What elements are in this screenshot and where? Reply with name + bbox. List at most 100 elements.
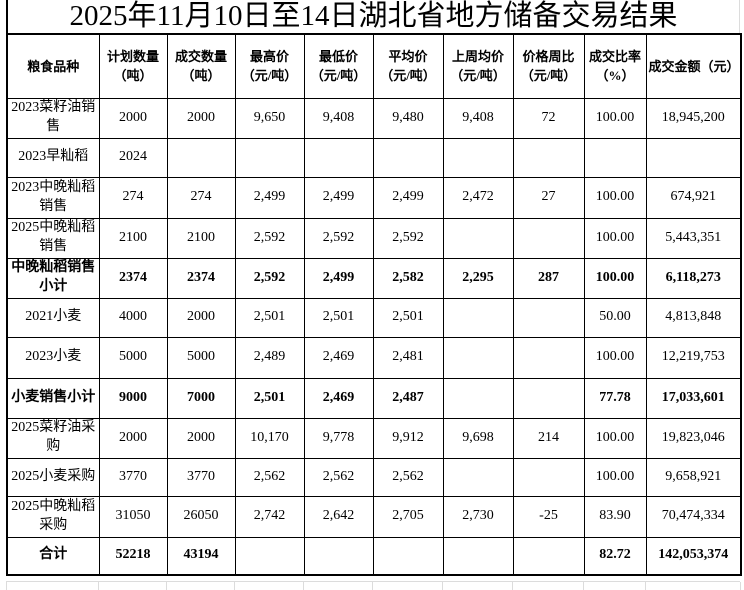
grain-name-cell: 2025菜籽油采 购 <box>6 417 100 459</box>
value-cell <box>442 536 514 576</box>
header-cell: 成交比率 （%） <box>583 33 647 99</box>
value-cell: 274 <box>166 176 236 219</box>
value-cell <box>442 137 514 178</box>
value-cell <box>512 297 585 338</box>
value-cell: 5,443,351 <box>645 217 742 259</box>
value-cell: 3770 <box>98 457 168 497</box>
value-cell: 3770 <box>166 457 236 497</box>
value-cell: 77.78 <box>583 377 647 419</box>
table-row: 2021小麦 4000 2000 2,501 2,501 2,501 50.00 4,813,… <box>6 297 742 338</box>
value-cell: 4,813,848 <box>645 297 742 338</box>
value-cell: 274 <box>98 176 168 219</box>
value-cell: 26050 <box>166 495 236 538</box>
value-cell <box>583 137 647 178</box>
value-cell: 100.00 <box>583 257 647 299</box>
value-cell: -25 <box>512 495 585 538</box>
header-cell: 上周均价 （元/吨） <box>442 33 514 99</box>
value-cell: 2,501 <box>372 297 444 338</box>
header-cell: 计划数量 （吨） <box>98 33 168 99</box>
value-cell: 50.00 <box>583 297 647 338</box>
grain-name-cell: 小麦销售小计 <box>6 377 100 419</box>
value-cell <box>303 137 374 178</box>
grain-name-cell: 2023早籼稻 <box>6 137 100 178</box>
value-cell: 2,501 <box>234 377 305 419</box>
value-cell: 2,501 <box>303 297 374 338</box>
value-cell: 9,408 <box>442 97 514 139</box>
value-cell: 2,295 <box>442 257 514 299</box>
empty-grid-row <box>6 576 741 590</box>
value-cell <box>442 217 514 259</box>
grain-name-cell: 2023菜籽油销 售 <box>6 97 100 139</box>
value-cell: 100.00 <box>583 417 647 459</box>
value-cell: 2,481 <box>372 336 444 379</box>
page-title: 2025年11月10日至14日湖北省地方储备交易结果 <box>6 0 740 33</box>
grain-name-cell: 中晚籼稻销售 小计 <box>6 257 100 299</box>
value-cell: 9,408 <box>303 97 374 139</box>
header-cell: 成交数量 （吨） <box>166 33 236 99</box>
value-cell: 9,778 <box>303 417 374 459</box>
value-cell: 2,592 <box>234 217 305 259</box>
value-cell: 2,592 <box>303 217 374 259</box>
table-row: 2025菜籽油采 购 2000 2000 10,170 9,778 9,912 9,698 2… <box>6 417 742 459</box>
value-cell <box>442 336 514 379</box>
table-row: 2025中晚籼稻 采购 31050 26050 2,742 2,642 2,705 2,73… <box>6 495 742 538</box>
grain-name-cell: 2023中晚籼稻 销售 <box>6 176 100 219</box>
value-cell: 2000 <box>166 297 236 338</box>
value-cell: 70,474,334 <box>645 495 742 538</box>
value-cell: 9000 <box>98 377 168 419</box>
value-cell: 4000 <box>98 297 168 338</box>
faint-gridlines <box>6 581 741 590</box>
value-cell: 287 <box>512 257 585 299</box>
value-cell: 9,658,921 <box>645 457 742 497</box>
grain-name-cell: 合计 <box>6 536 100 576</box>
value-cell: 9,912 <box>372 417 444 459</box>
value-cell: 2,562 <box>303 457 374 497</box>
value-cell <box>645 137 742 178</box>
value-cell <box>442 377 514 419</box>
value-cell: 2000 <box>98 417 168 459</box>
value-cell: 7000 <box>166 377 236 419</box>
value-cell: 82.72 <box>583 536 647 576</box>
grain-name-cell: 2021小麦 <box>6 297 100 338</box>
value-cell: 2,499 <box>234 176 305 219</box>
value-cell: 2,705 <box>372 495 444 538</box>
table-row: 2025中晚籼稻 销售 2100 2100 2,592 2,592 2,592 100.00… <box>6 217 742 259</box>
value-cell: 2100 <box>166 217 236 259</box>
value-cell: 9,650 <box>234 97 305 139</box>
grain-name-cell: 2025中晚籼稻 销售 <box>6 217 100 259</box>
value-cell: 2,469 <box>303 336 374 379</box>
value-cell: 2,487 <box>372 377 444 419</box>
value-cell: 31050 <box>98 495 168 538</box>
value-cell: 2000 <box>98 97 168 139</box>
value-cell <box>512 336 585 379</box>
table-row: 2023菜籽油销 售 2000 2000 9,650 9,408 9,480 9,408 72… <box>6 97 742 139</box>
value-cell: 2,562 <box>234 457 305 497</box>
value-cell: 43194 <box>166 536 236 576</box>
table-row: 合计 52218 43194 82.72 142,053,374 <box>6 536 742 576</box>
value-cell <box>442 297 514 338</box>
header-cell: 最低价 （元/吨） <box>303 33 374 99</box>
value-cell: 2,499 <box>303 257 374 299</box>
header-cell: 最高价 （元/吨） <box>234 33 305 99</box>
value-cell: 2,562 <box>372 457 444 497</box>
value-cell <box>372 536 444 576</box>
header-cell: 价格周比 （元/吨） <box>512 33 585 99</box>
value-cell: 5000 <box>98 336 168 379</box>
value-cell: 9,698 <box>442 417 514 459</box>
header-cell: 成交金额（元） <box>645 33 742 99</box>
trade-results-table: 粮食品种 计划数量 （吨） 成交数量 （吨） 最高价 （元/吨） 最低价 （元/吨） 平均… <box>6 33 742 576</box>
value-cell: 2,642 <box>303 495 374 538</box>
table-row: 中晚籼稻销售 小计 2374 2374 2,592 2,499 2,582 2,295 287… <box>6 257 742 299</box>
grain-name-cell: 2025中晚籼稻 采购 <box>6 495 100 538</box>
value-cell <box>166 137 236 178</box>
value-cell: 2,582 <box>372 257 444 299</box>
value-cell: 100.00 <box>583 336 647 379</box>
value-cell: 83.90 <box>583 495 647 538</box>
value-cell: 214 <box>512 417 585 459</box>
value-cell: 52218 <box>98 536 168 576</box>
value-cell: 2024 <box>98 137 168 178</box>
value-cell <box>234 536 305 576</box>
table-row: 2025小麦采购 3770 3770 2,562 2,562 2,562 100.00 9,6… <box>6 457 742 497</box>
value-cell: 18,945,200 <box>645 97 742 139</box>
